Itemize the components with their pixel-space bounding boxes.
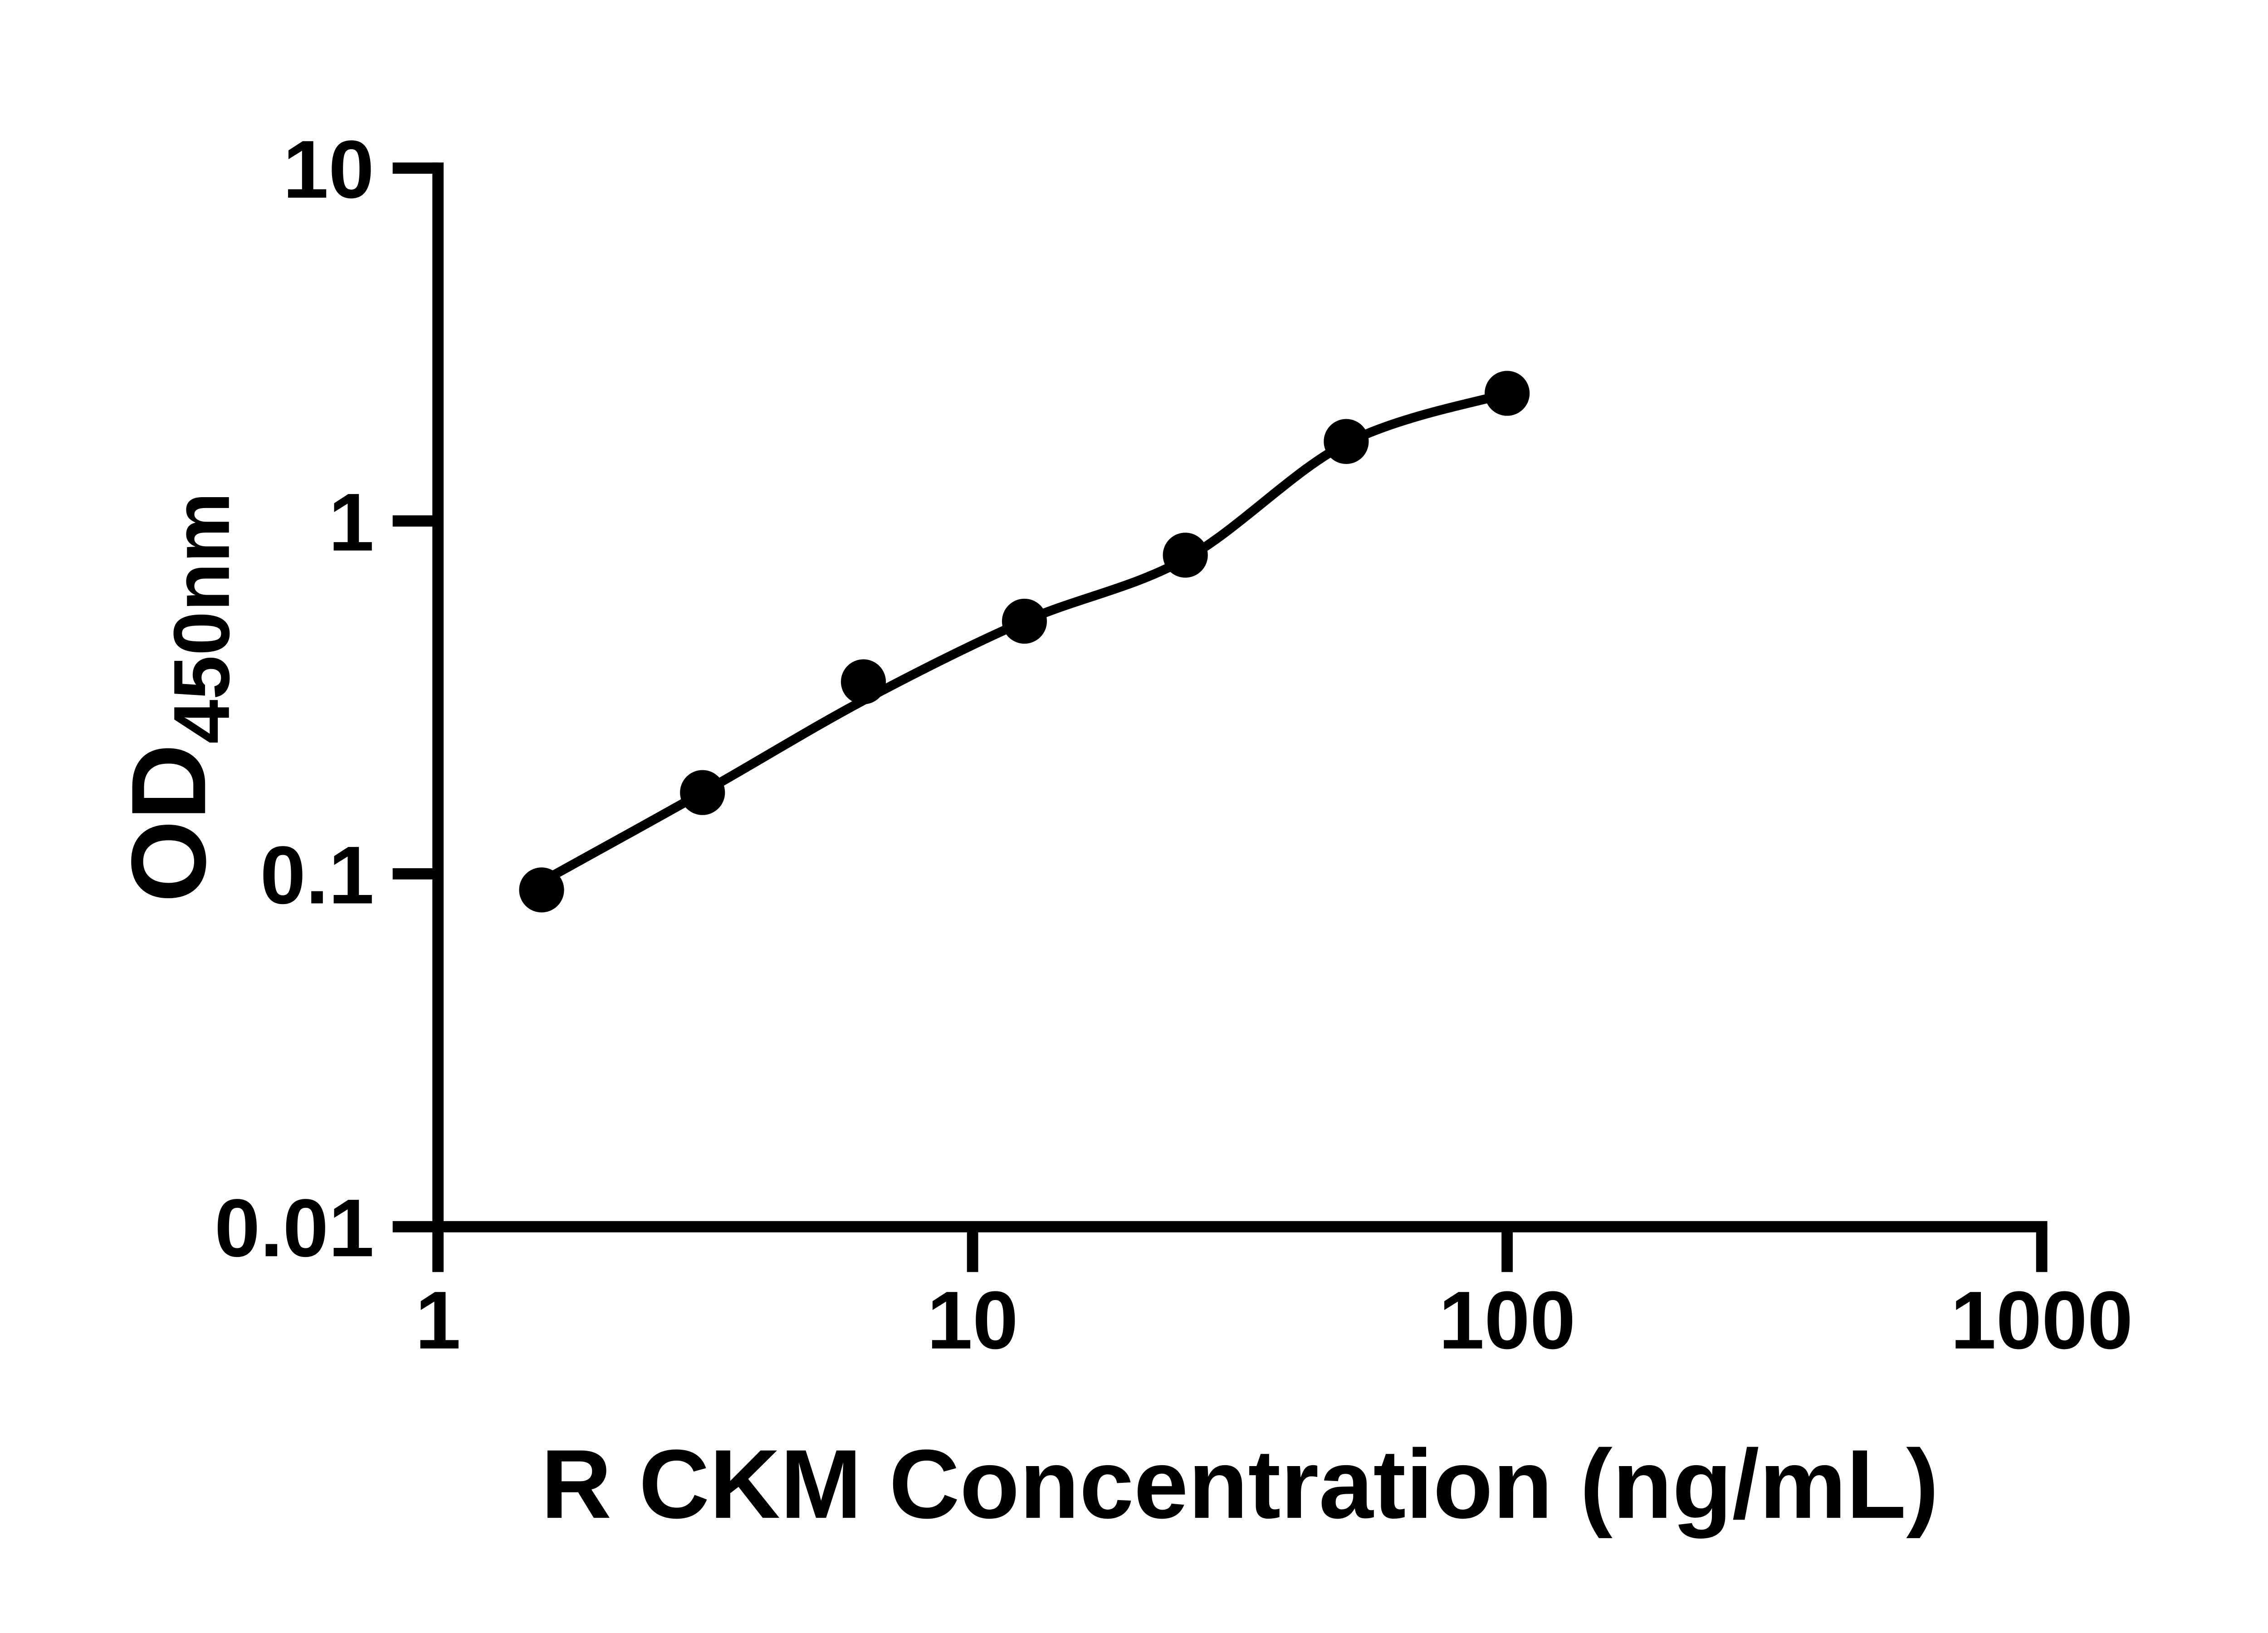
x-axis-title: R CKM Concentration (ng/mL) [541,1429,1939,1539]
data-point [680,770,725,815]
x-axis-ticks: 1 10 100 1000 [415,1227,2133,1366]
y-axis-ticks: 10 1 0.1 0.01 [215,124,438,1274]
x-tick-label: 1000 [1950,1275,2133,1366]
y-axis-title: OD450nm [110,492,246,903]
data-points [519,371,1530,913]
x-tick-label: 10 [927,1275,1018,1366]
y-tick-label: 10 [283,124,374,215]
data-point [519,867,564,913]
y-tick-label: 0.1 [260,830,374,921]
y-axis-title-subscript: 450nm [158,492,246,744]
y-tick-label: 1 [328,477,374,568]
data-point [841,659,886,704]
chart-background [0,22,2268,1611]
data-point [1002,598,1047,644]
y-tick-label: 0.01 [215,1182,374,1274]
x-tick-label: 1 [415,1275,461,1366]
data-point [1485,371,1530,416]
x-tick-label: 100 [1439,1275,1576,1366]
data-point [1163,533,1208,578]
y-axis-title-main: OD [110,744,228,903]
data-point [1324,419,1369,464]
